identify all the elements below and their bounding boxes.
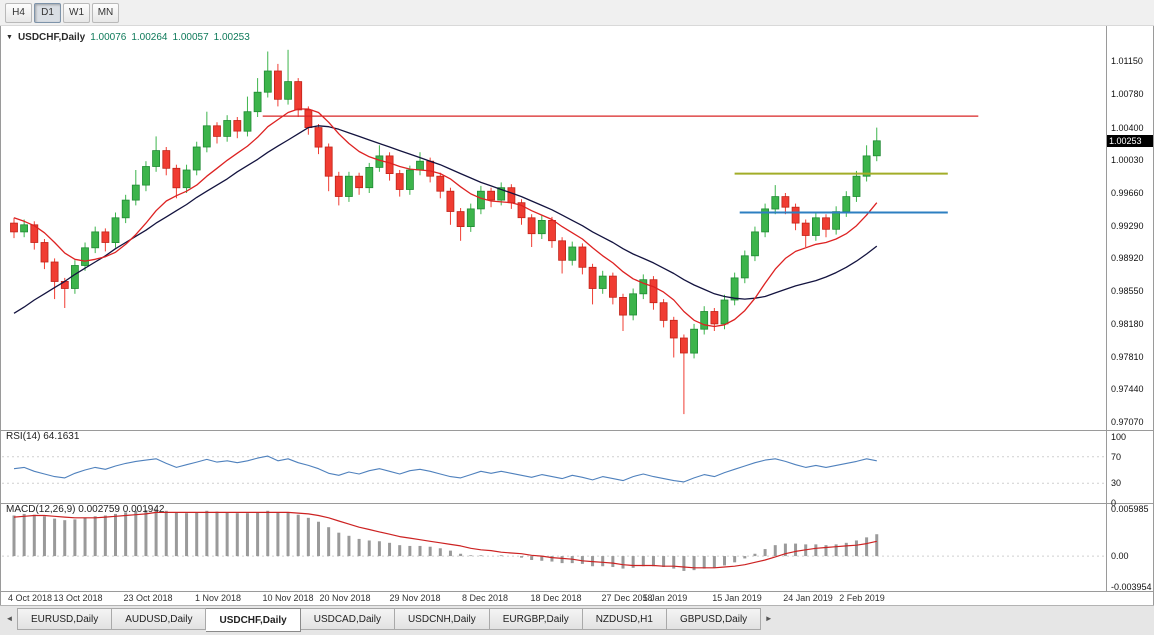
price-axis-label: 0.97440 bbox=[1111, 384, 1144, 395]
macd-timeaxis-separator bbox=[1, 591, 1153, 592]
chart-low-value: 1.00057 bbox=[172, 32, 209, 43]
time-axis-label: 10 Nov 2018 bbox=[262, 593, 314, 603]
tab-gbpusd-daily[interactable]: GBPUSD,Daily bbox=[666, 608, 762, 630]
chart-symbol-marker-icon: ▼ bbox=[6, 33, 13, 41]
rsi-axis-label: 0 bbox=[1111, 498, 1117, 508]
time-axis-label: 24 Jan 2019 bbox=[783, 593, 833, 603]
chart-symbol-label: USDCHF,Daily bbox=[17, 32, 86, 43]
tab-audusd-daily[interactable]: AUDUSD,Daily bbox=[112, 608, 207, 630]
price-axis-label: 0.97810 bbox=[1111, 351, 1144, 362]
macd-axis-label: -0.003954 bbox=[1111, 581, 1152, 592]
price-axis-label: 1.00030 bbox=[1111, 155, 1144, 166]
rsi-axis-label: 30 bbox=[1111, 478, 1122, 489]
time-axis-label: 15 Jan 2019 bbox=[712, 593, 762, 603]
time-axis-label: 5 Jan 2019 bbox=[642, 593, 688, 603]
tab-eurgbp-daily[interactable]: EURGBP,Daily bbox=[489, 608, 583, 630]
chart-open-value: 1.00076 bbox=[90, 32, 127, 43]
timeframe-toolbar: H4 D1 W1 MN bbox=[0, 0, 1154, 26]
time-axis[interactable]: 4 Oct 2018 13 Oct 2018 23 Oct 2018 1 Nov 20… bbox=[0, 592, 1106, 607]
chart-window-background bbox=[0, 25, 1154, 608]
price-axis-label: 0.98920 bbox=[1111, 253, 1144, 264]
price-axis-label: 1.01150 bbox=[1111, 56, 1143, 67]
time-axis-label: 18 Dec 2018 bbox=[530, 593, 582, 603]
time-axis-label: 1 Nov 2018 bbox=[194, 593, 242, 603]
chart-close-value: 1.00253 bbox=[213, 32, 250, 43]
rsi-indicator-label: RSI(14) 64.1631 bbox=[6, 431, 80, 442]
tabs-scroll-right-icon[interactable]: ► bbox=[764, 613, 773, 623]
rsi-axis-label: 100 bbox=[1111, 432, 1127, 442]
price-axis-label: 1.00780 bbox=[1111, 88, 1144, 99]
tab-nzdusd-h1[interactable]: NZDUSD,H1 bbox=[582, 608, 667, 630]
tab-usdcad-daily[interactable]: USDCAD,Daily bbox=[300, 608, 395, 630]
macd-indicator-label: MACD(12,26,9) 0.002759 0.001942 bbox=[6, 504, 165, 515]
tab-usdcnh-daily[interactable]: USDCNH,Daily bbox=[394, 608, 490, 630]
time-axis-label: 13 Oct 2018 bbox=[53, 593, 103, 603]
chart-high-value: 1.00264 bbox=[131, 32, 168, 43]
time-axis-label: 29 Nov 2018 bbox=[389, 593, 441, 603]
price-axis-label: 0.98550 bbox=[1111, 286, 1144, 297]
timeframe-button-w1[interactable]: W1 bbox=[63, 2, 90, 23]
price-axis-label: 0.98180 bbox=[1111, 318, 1144, 329]
price-axis-label: 0.99660 bbox=[1111, 188, 1144, 198]
timeframe-button-h4[interactable]: H4 bbox=[5, 2, 32, 23]
time-axis-label: 8 Dec 2018 bbox=[461, 593, 509, 603]
rsi-axis-label: 70 bbox=[1111, 451, 1122, 462]
tabs-scroll-left-icon[interactable]: ◄ bbox=[5, 613, 14, 623]
price-axis-label: 0.99290 bbox=[1111, 220, 1144, 231]
macd-axis-label: 0.00 bbox=[1111, 551, 1129, 562]
tab-usdchf-daily[interactable]: USDCHF,Daily bbox=[206, 608, 301, 632]
time-axis-label: 23 Oct 2018 bbox=[123, 593, 173, 603]
time-axis-label: 27 Dec 2018 bbox=[601, 593, 653, 603]
timeframe-button-mn[interactable]: MN bbox=[92, 2, 119, 23]
rsi-macd-separator[interactable] bbox=[1, 503, 1153, 504]
time-axis-label: 20 Nov 2018 bbox=[319, 593, 371, 603]
main-rsi-separator[interactable] bbox=[1, 430, 1153, 431]
time-axis-label: 4 Oct 2018 bbox=[8, 593, 53, 603]
timeframe-button-d1[interactable]: D1 bbox=[34, 2, 61, 23]
price-axis[interactable]: 1.01150 1.00780 1.00400 1.00030 0.99660 0.992… bbox=[1107, 26, 1153, 592]
chart-header: ▼ USDCHF,Daily 1.00076 1.00264 1.00057 1… bbox=[6, 32, 250, 43]
tab-eurusd-daily[interactable]: EURUSD,Daily bbox=[17, 608, 113, 630]
price-axis-label: 0.97070 bbox=[1111, 417, 1144, 428]
chart-tab-bar: ◄ EURUSD,Daily AUDUSD,Daily USDCHF,Daily US… bbox=[0, 605, 1154, 635]
price-axis-separator bbox=[1106, 26, 1107, 591]
time-axis-label: 2 Feb 2019 bbox=[839, 593, 885, 603]
current-price-marker: 1.00253 bbox=[1107, 134, 1153, 147]
macd-axis-label: 0.005985 bbox=[1111, 504, 1149, 515]
price-axis-label: 1.00400 bbox=[1111, 122, 1144, 133]
